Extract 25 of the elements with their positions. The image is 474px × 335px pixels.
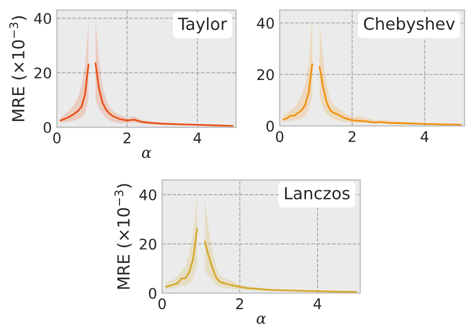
x-tick-label: 2 xyxy=(348,131,356,142)
y-tick-label: 20 xyxy=(34,67,52,79)
y-tick-label: 0 xyxy=(44,122,52,134)
x-tick-label: 0 xyxy=(276,131,284,142)
y-axis-title: MRE (×10$^{−3}$) xyxy=(9,16,27,121)
x-tick-label: 4 xyxy=(314,298,322,310)
x-axis-title: α xyxy=(142,150,152,158)
x-tick-label: 2 xyxy=(236,298,243,310)
y-axis-title: MRE (×10$^{−3}$) xyxy=(114,184,132,289)
x-tick-label: 4 xyxy=(420,131,428,142)
x-tick-label: 2 xyxy=(124,132,130,144)
y-tick-label: 20 xyxy=(140,238,156,250)
y-tick-label: 40 xyxy=(256,18,274,29)
x-tick-label: 0 xyxy=(158,298,166,310)
chart-title: Lanczos xyxy=(285,187,350,200)
y-tick-label: 0 xyxy=(266,120,274,132)
x-tick-label: 4 xyxy=(193,132,202,144)
chart-title: Taylor xyxy=(178,17,228,34)
chart-title: Chebyshev xyxy=(364,17,455,34)
y-tick-label: 40 xyxy=(34,12,52,24)
x-axis-title: α xyxy=(256,316,266,324)
y-tick-label: 0 xyxy=(148,288,156,299)
y-tick-label: 20 xyxy=(257,69,274,80)
x-tick-label: 0 xyxy=(53,132,61,144)
y-tick-label: 40 xyxy=(139,189,156,200)
